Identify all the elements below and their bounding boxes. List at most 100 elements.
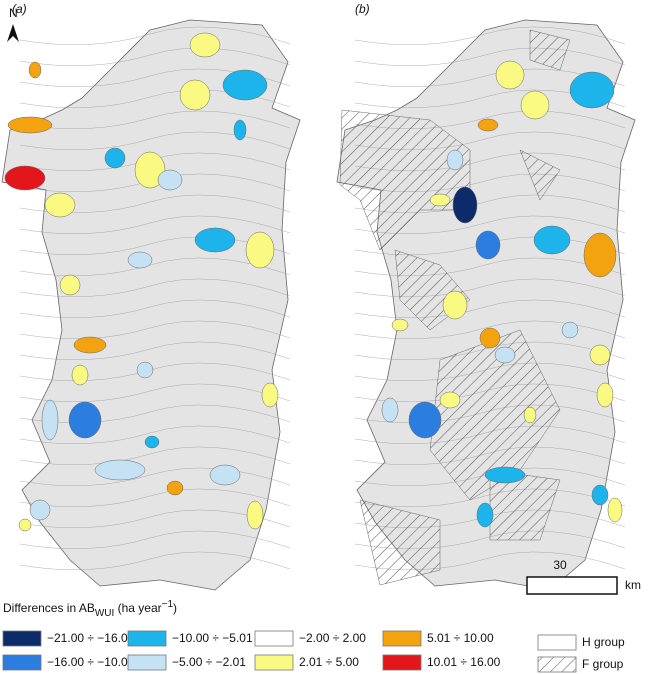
boundary [354, 215, 626, 234]
boundary [19, 110, 291, 129]
group-swatch [537, 656, 577, 673]
boundary [19, 509, 291, 528]
boundary [19, 257, 291, 276]
municipality [144, 435, 160, 449]
boundary [19, 530, 291, 549]
municipality [104, 147, 126, 169]
legend-swatch [127, 654, 167, 671]
municipality [475, 230, 501, 260]
municipality [179, 79, 211, 111]
municipality [494, 346, 516, 364]
municipality [439, 391, 461, 409]
municipality [261, 382, 279, 408]
boundary [354, 488, 626, 507]
legend-swatch [2, 630, 42, 647]
north-label: N [9, 6, 18, 20]
boundary [354, 299, 626, 318]
municipality [194, 227, 236, 253]
boundary [354, 68, 626, 87]
municipality [4, 165, 46, 191]
panel-label: (b) [355, 2, 370, 16]
legend-title-close: ) [173, 601, 177, 615]
municipality [41, 399, 59, 441]
boundary [354, 47, 626, 66]
legend-label: 5.01 ÷ 10.00 [427, 631, 494, 645]
scale-distance: 30 [553, 558, 567, 572]
boundary [19, 425, 291, 444]
municipality [245, 231, 275, 269]
municipality [28, 61, 42, 79]
scale-bar [526, 576, 618, 595]
municipality [134, 151, 166, 189]
boundary [354, 26, 626, 45]
f-group-area [529, 29, 571, 71]
boundary [19, 47, 291, 66]
legend-label: −21.00 ÷ −16.01 [47, 631, 135, 645]
boundary [19, 26, 291, 45]
boundary [19, 236, 291, 255]
municipality [479, 327, 501, 349]
legend-swatch [2, 654, 42, 671]
panel-label: (a) [12, 2, 27, 16]
boundary [19, 446, 291, 465]
legend-title: Differences in ABWUI (ha year−1) [3, 599, 177, 619]
municipality [59, 274, 81, 296]
boundary [19, 404, 291, 423]
municipality [136, 361, 154, 379]
f-group-area [359, 499, 441, 586]
municipality [477, 118, 499, 132]
municipality [189, 32, 221, 58]
group-swatch [537, 634, 577, 651]
municipality [18, 518, 32, 532]
legend-title-unit: (ha year [114, 601, 161, 615]
f-group-area [339, 109, 471, 251]
municipality [44, 192, 76, 218]
municipality [607, 497, 623, 523]
municipality [166, 480, 184, 496]
municipality [596, 382, 614, 408]
municipality [591, 484, 609, 506]
legend-swatch [382, 630, 422, 647]
legend-label: −2.00 ÷ 2.00 [299, 631, 366, 645]
municipality [561, 321, 579, 339]
municipality [233, 119, 247, 141]
legend-swatch [254, 654, 294, 671]
boundary [19, 320, 291, 339]
map-panel [336, 19, 636, 591]
municipality [569, 71, 615, 109]
municipality [429, 193, 451, 207]
map-panel [1, 19, 301, 591]
municipality [246, 500, 264, 530]
maps [1, 19, 636, 591]
municipality [523, 406, 537, 424]
municipality [381, 397, 399, 423]
scale-unit: km [625, 578, 641, 592]
municipality [533, 225, 571, 255]
municipality [391, 318, 409, 332]
boundary [19, 215, 291, 234]
municipality [442, 290, 468, 320]
legend-label: −16.00 ÷ −10.01 [47, 655, 135, 669]
municipality [73, 336, 107, 354]
boundary [19, 488, 291, 507]
boundary [19, 299, 291, 318]
boundary [354, 278, 626, 297]
municipality [484, 466, 526, 484]
boundary [19, 341, 291, 360]
municipality [452, 186, 478, 224]
boundary [19, 383, 291, 402]
legend-swatch [127, 630, 167, 647]
municipality [29, 499, 51, 521]
municipality [222, 69, 268, 101]
boundary [19, 551, 291, 570]
municipality [7, 116, 53, 134]
municipality [68, 401, 102, 439]
municipality [127, 251, 153, 269]
municipality [520, 90, 550, 120]
legend-swatch [254, 630, 294, 647]
legend-label: 10.01 ÷ 16.00 [427, 655, 501, 669]
municipality [583, 232, 617, 278]
boundary [354, 320, 626, 339]
legend-title-text: Differences in AB [3, 601, 95, 615]
